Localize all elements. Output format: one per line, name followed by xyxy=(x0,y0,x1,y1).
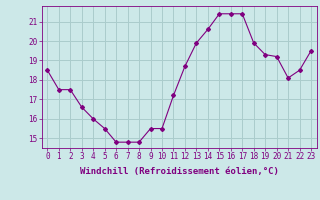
X-axis label: Windchill (Refroidissement éolien,°C): Windchill (Refroidissement éolien,°C) xyxy=(80,167,279,176)
